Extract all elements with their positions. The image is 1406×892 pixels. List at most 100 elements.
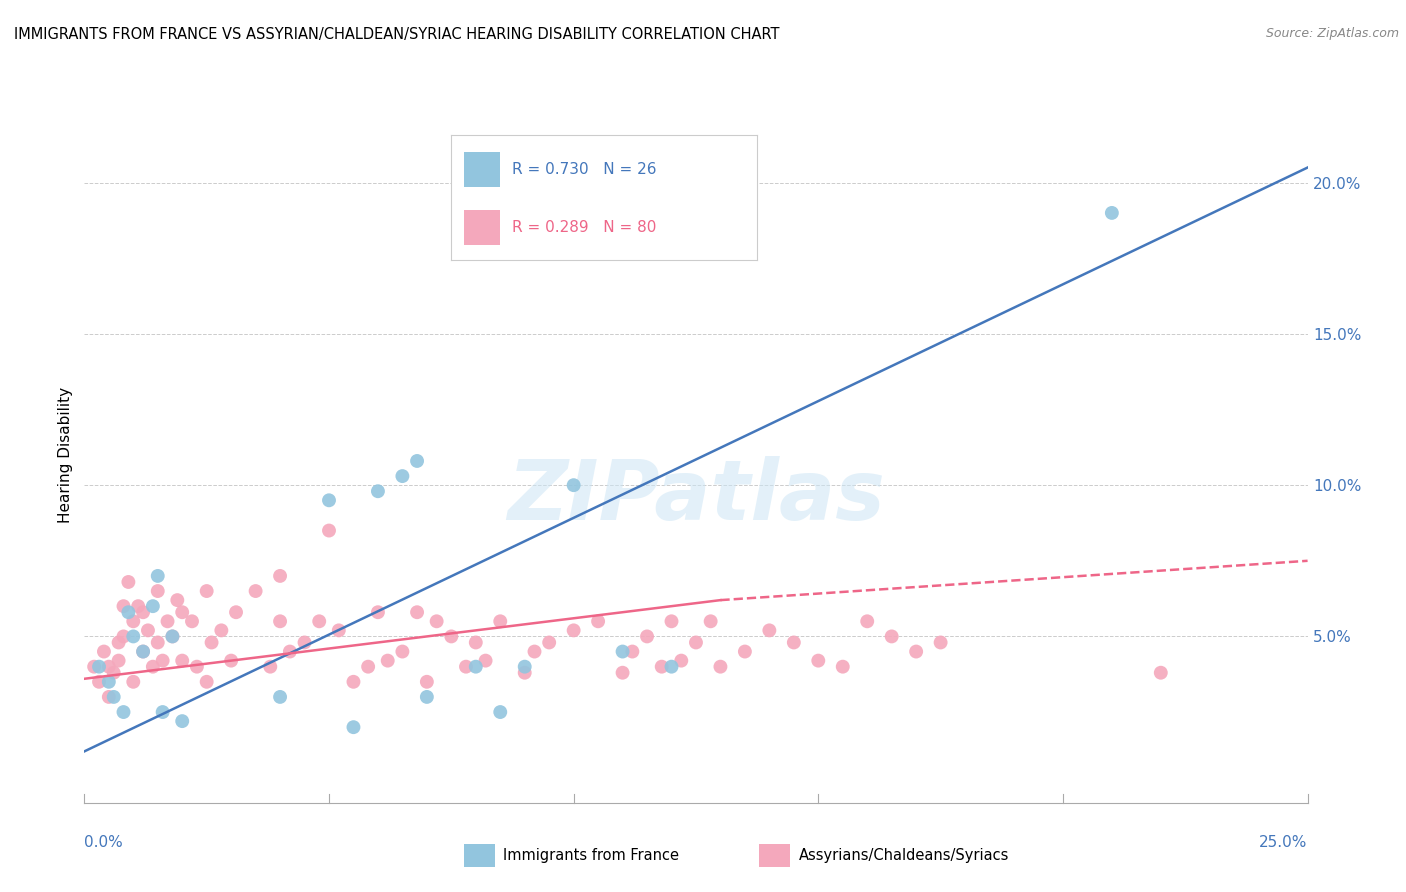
Point	[367, 605, 389, 619]
Point	[166, 593, 188, 607]
Point	[146, 635, 169, 649]
Point	[172, 605, 194, 619]
Point	[83, 659, 105, 673]
Point	[117, 605, 139, 619]
Point	[621, 644, 644, 658]
Point	[523, 644, 546, 658]
Point	[661, 615, 683, 629]
Point	[905, 644, 928, 658]
Point	[661, 659, 683, 673]
Point	[831, 659, 853, 673]
Point	[269, 569, 291, 583]
Point	[856, 615, 879, 629]
Point	[225, 605, 247, 619]
Point	[464, 635, 486, 649]
Point	[122, 615, 145, 629]
Point	[132, 644, 155, 658]
Point	[562, 624, 585, 638]
Text: Assyrians/Chaldeans/Syriacs: Assyrians/Chaldeans/Syriacs	[799, 848, 1010, 863]
Point	[152, 654, 174, 668]
Text: IMMIGRANTS FROM FRANCE VS ASSYRIAN/CHALDEAN/SYRIAC HEARING DISABILITY CORRELATIO: IMMIGRANTS FROM FRANCE VS ASSYRIAN/CHALD…	[14, 27, 779, 42]
Point	[612, 644, 634, 658]
Point	[146, 584, 169, 599]
Point	[112, 705, 135, 719]
Point	[142, 599, 165, 614]
Point	[342, 674, 364, 689]
Point	[357, 659, 380, 673]
Point	[1101, 206, 1123, 220]
Point	[1150, 665, 1173, 680]
Point	[586, 615, 609, 629]
Point	[103, 690, 125, 704]
Point	[172, 654, 194, 668]
Point	[152, 705, 174, 719]
Point	[181, 615, 204, 629]
Point	[367, 484, 389, 499]
Point	[391, 469, 413, 483]
Point	[426, 615, 449, 629]
Point	[377, 654, 399, 668]
Point	[709, 659, 731, 673]
Point	[122, 629, 145, 643]
Point	[651, 659, 673, 673]
Point	[195, 674, 218, 689]
Point	[612, 665, 634, 680]
Point	[406, 454, 429, 468]
Point	[636, 629, 658, 643]
Point	[112, 599, 135, 614]
Point	[734, 644, 756, 658]
Point	[685, 635, 707, 649]
Point	[195, 584, 218, 599]
Y-axis label: Hearing Disability: Hearing Disability	[58, 387, 73, 523]
Point	[87, 659, 110, 673]
Point	[489, 705, 512, 719]
Point	[807, 654, 830, 668]
Point	[87, 674, 110, 689]
Point	[758, 624, 780, 638]
Text: Immigrants from France: Immigrants from France	[503, 848, 679, 863]
Point	[269, 690, 291, 704]
Point	[146, 569, 169, 583]
Point	[103, 665, 125, 680]
Point	[416, 690, 439, 704]
Point	[112, 629, 135, 643]
Point	[278, 644, 301, 658]
Text: 25.0%: 25.0%	[1260, 836, 1308, 850]
Point	[562, 478, 585, 492]
Point	[454, 659, 477, 673]
Point	[162, 629, 184, 643]
Text: Source: ZipAtlas.com: Source: ZipAtlas.com	[1265, 27, 1399, 40]
Point	[200, 635, 222, 649]
Point	[783, 635, 806, 649]
Point	[107, 635, 129, 649]
Point	[328, 624, 350, 638]
Point	[245, 584, 267, 599]
Point	[880, 629, 903, 643]
Point	[294, 635, 316, 649]
Point	[97, 690, 120, 704]
Point	[513, 665, 536, 680]
Point	[93, 644, 115, 658]
Point	[671, 654, 693, 668]
Point	[474, 654, 496, 668]
Point	[259, 659, 281, 673]
Point	[132, 605, 155, 619]
Point	[117, 574, 139, 589]
Point	[929, 635, 952, 649]
Point	[122, 674, 145, 689]
Point	[464, 659, 486, 673]
Point	[186, 659, 208, 673]
Point	[219, 654, 242, 668]
Point	[136, 624, 159, 638]
Point	[172, 714, 194, 728]
Text: ZIPatlas: ZIPatlas	[508, 456, 884, 537]
Point	[538, 635, 561, 649]
Point	[127, 599, 149, 614]
Point	[107, 654, 129, 668]
Point	[132, 644, 155, 658]
Point	[406, 605, 429, 619]
Point	[269, 615, 291, 629]
Point	[97, 674, 120, 689]
Point	[513, 659, 536, 673]
Point	[318, 493, 340, 508]
